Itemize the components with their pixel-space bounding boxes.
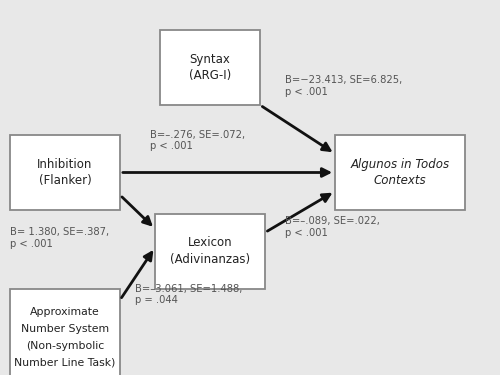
Text: (Non-symbolic: (Non-symbolic: [26, 341, 104, 351]
Text: B=–.089, SE=.022,
p < .001: B=–.089, SE=.022, p < .001: [285, 216, 380, 238]
FancyBboxPatch shape: [335, 135, 465, 210]
FancyBboxPatch shape: [155, 214, 265, 289]
Text: B=–3.061, SE=1.488,
p = .044: B=–3.061, SE=1.488, p = .044: [135, 284, 242, 305]
FancyBboxPatch shape: [160, 30, 260, 105]
Text: Contexts: Contexts: [374, 174, 426, 188]
Text: Lexicon: Lexicon: [188, 236, 232, 249]
Text: (Flanker): (Flanker): [38, 174, 92, 188]
Text: Syntax: Syntax: [190, 53, 230, 66]
Text: Inhibition: Inhibition: [38, 158, 92, 171]
Text: Approximate: Approximate: [30, 307, 100, 317]
Text: Number System: Number System: [21, 324, 109, 334]
Text: (Adivinanzas): (Adivinanzas): [170, 253, 250, 266]
Text: Number Line Task): Number Line Task): [14, 358, 116, 368]
FancyBboxPatch shape: [10, 135, 120, 210]
Text: B=−23.413, SE=6.825,
p < .001: B=−23.413, SE=6.825, p < .001: [285, 75, 402, 97]
FancyBboxPatch shape: [10, 289, 120, 375]
Text: B= 1.380, SE=.387,
p < .001: B= 1.380, SE=.387, p < .001: [10, 227, 109, 249]
Text: (ARG-I): (ARG-I): [189, 69, 231, 82]
Text: Algunos in Todos: Algunos in Todos: [350, 158, 450, 171]
Text: B=–.276, SE=.072,
p < .001: B=–.276, SE=.072, p < .001: [150, 130, 245, 152]
